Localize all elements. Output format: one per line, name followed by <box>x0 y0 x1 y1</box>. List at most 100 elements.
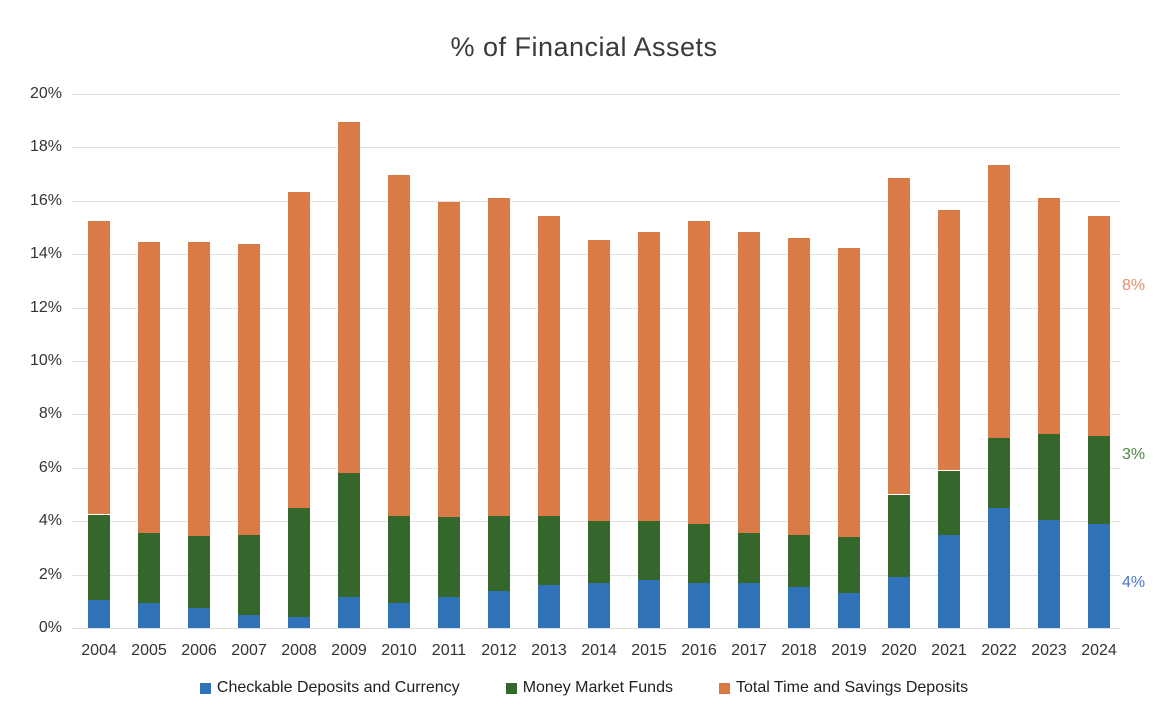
y-axis-tick-label: 10% <box>29 352 62 369</box>
bar-segment-2007-total-time-and-savings-deposits <box>238 243 260 535</box>
bar-segment-2018-total-time-and-savings-deposits <box>788 238 810 535</box>
x-axis-tick-label: 2017 <box>731 642 767 659</box>
bar-segment-2013-money-market-funds <box>538 515 560 586</box>
gridline-20% <box>72 94 1120 95</box>
x-axis-tick-label: 2022 <box>981 642 1017 659</box>
bar-segment-2022-money-market-funds <box>988 438 1010 508</box>
legend-label: Checkable Deposits and Currency <box>216 679 460 696</box>
y-axis-tick-label: 12% <box>29 298 62 316</box>
legend-swatch-icon <box>718 682 730 694</box>
series-end-label-total-time-and-savings-deposits: 8% <box>1122 277 1146 295</box>
bar-segment-2022-total-time-and-savings-deposits <box>988 164 1010 439</box>
y-axis-tick-label: 18% <box>29 138 62 156</box>
y-axis-tick-label: 16% <box>29 191 62 209</box>
legend-swatch-icon <box>199 682 211 694</box>
x-axis-tick-label: 2009 <box>331 642 367 659</box>
bar-segment-2011-checkable-deposits-and-currency <box>438 597 460 628</box>
series-end-label-checkable-deposits-and-currency: 4% <box>1122 573 1146 591</box>
bar-segment-2017-total-time-and-savings-deposits <box>738 231 760 534</box>
bar-segment-2015-money-market-funds <box>638 521 660 580</box>
y-axis-tick-label: 8% <box>38 405 62 423</box>
bar-segment-2023-money-market-funds <box>1038 434 1060 520</box>
bar-segment-2008-money-market-funds <box>288 507 310 618</box>
bar-segment-2009-total-time-and-savings-deposits <box>338 122 360 474</box>
bar-segment-2011-total-time-and-savings-deposits <box>438 202 460 518</box>
bar-segment-2017-checkable-deposits-and-currency <box>738 582 760 628</box>
x-axis-tick-label: 2011 <box>431 642 467 659</box>
bar-segment-2017-money-market-funds <box>738 533 760 583</box>
x-axis-tick-label: 2023 <box>1031 642 1067 659</box>
bar-segment-2011-money-market-funds <box>438 517 460 598</box>
x-axis-tick-label: 2008 <box>281 642 317 659</box>
legend-swatch-icon <box>505 682 517 694</box>
bar-segment-2021-money-market-funds <box>938 470 960 535</box>
gridline-0% <box>72 628 1120 629</box>
bar-segment-2014-checkable-deposits-and-currency <box>588 582 610 628</box>
bar-segment-2019-total-time-and-savings-deposits <box>838 247 860 538</box>
bar-segment-2019-money-market-funds <box>838 537 860 594</box>
bar-segment-2019-checkable-deposits-and-currency <box>838 593 860 628</box>
y-axis-tick-label: 4% <box>38 512 62 530</box>
x-axis-tick-label: 2021 <box>931 642 967 659</box>
legend-item-total-time-and-savings-deposits: Total Time and Savings Deposits <box>718 679 969 697</box>
bar-segment-2015-checkable-deposits-and-currency <box>638 579 660 628</box>
bar-segment-2010-money-market-funds <box>388 515 410 603</box>
bar-segment-2009-checkable-deposits-and-currency <box>338 597 360 628</box>
y-axis-tick-label: 6% <box>38 458 62 476</box>
y-axis-tick-label: 20% <box>29 85 62 102</box>
x-axis-tick-label: 2016 <box>681 642 717 659</box>
bar-segment-2008-total-time-and-savings-deposits <box>288 191 310 508</box>
chart-title: % of Financial Assets <box>450 32 718 62</box>
bar-segment-2013-total-time-and-savings-deposits <box>538 215 560 516</box>
x-axis-tick-label: 2013 <box>531 642 567 659</box>
bar-segment-2005-money-market-funds <box>138 533 160 603</box>
bar-segment-2010-checkable-deposits-and-currency <box>388 602 410 628</box>
bar-segment-2005-total-time-and-savings-deposits <box>138 242 160 534</box>
legend: Checkable Deposits and Currency Money Mar… <box>0 679 1168 697</box>
bar-segment-2021-checkable-deposits-and-currency <box>938 534 960 628</box>
x-axis-tick-label: 2015 <box>631 642 667 659</box>
bar-segment-2014-total-time-and-savings-deposits <box>588 239 610 522</box>
gridline-18% <box>72 147 1120 149</box>
bar-segment-2018-checkable-deposits-and-currency <box>788 586 810 628</box>
bar-segment-2023-checkable-deposits-and-currency <box>1038 519 1060 628</box>
legend-item-checkable-deposits-and-currency: Checkable Deposits and Currency <box>199 679 460 697</box>
x-axis-tick-label: 2005 <box>131 642 167 659</box>
bar-segment-2020-total-time-and-savings-deposits <box>888 178 910 495</box>
x-axis-tick-label: 2020 <box>881 642 917 659</box>
bar-segment-2009-money-market-funds <box>338 473 360 598</box>
bar-segment-2012-total-time-and-savings-deposits <box>488 198 510 516</box>
bar-segment-2013-checkable-deposits-and-currency <box>538 585 560 628</box>
bar-segment-2016-money-market-funds <box>688 523 710 583</box>
legend-item-money-market-funds: Money Market Funds <box>505 679 673 697</box>
bar-segment-2024-checkable-deposits-and-currency <box>1088 523 1110 628</box>
bar-segment-2007-checkable-deposits-and-currency <box>238 614 260 628</box>
x-axis-tick-label: 2012 <box>481 642 517 659</box>
y-axis-tick-label: 14% <box>29 245 62 263</box>
bar-segment-2004-checkable-deposits-and-currency <box>88 600 110 628</box>
bar-segment-2016-checkable-deposits-and-currency <box>688 582 710 628</box>
legend-label: Total Time and Savings Deposits <box>735 679 969 696</box>
x-axis-tick-label: 2004 <box>81 642 117 659</box>
bar-segment-2021-total-time-and-savings-deposits <box>938 210 960 471</box>
y-axis-tick-label: 0% <box>38 619 62 636</box>
bar-segment-2012-money-market-funds <box>488 515 510 591</box>
bar-segment-2024-total-time-and-savings-deposits <box>1088 215 1110 436</box>
bar-segment-2015-total-time-and-savings-deposits <box>638 231 660 522</box>
bar-segment-2004-money-market-funds <box>88 514 110 600</box>
x-axis-tick-label: 2010 <box>381 642 417 659</box>
bar-segment-2006-checkable-deposits-and-currency <box>188 608 210 628</box>
bar-segment-2020-money-market-funds <box>888 494 910 578</box>
bar-segment-2005-checkable-deposits-and-currency <box>138 602 160 628</box>
x-axis-tick-label: 2019 <box>831 642 867 659</box>
bar-segment-2024-money-market-funds <box>1088 435 1110 524</box>
x-axis-tick-label: 2018 <box>781 642 817 659</box>
bar-segment-2023-total-time-and-savings-deposits <box>1038 198 1060 435</box>
x-axis-tick-label: 2007 <box>231 642 267 659</box>
bar-segment-2010-total-time-and-savings-deposits <box>388 175 410 516</box>
bar-segment-2014-money-market-funds <box>588 521 610 583</box>
bar-segment-2020-checkable-deposits-and-currency <box>888 577 910 628</box>
bar-segment-2008-checkable-deposits-and-currency <box>288 617 310 628</box>
x-axis-tick-label: 2006 <box>181 642 217 659</box>
